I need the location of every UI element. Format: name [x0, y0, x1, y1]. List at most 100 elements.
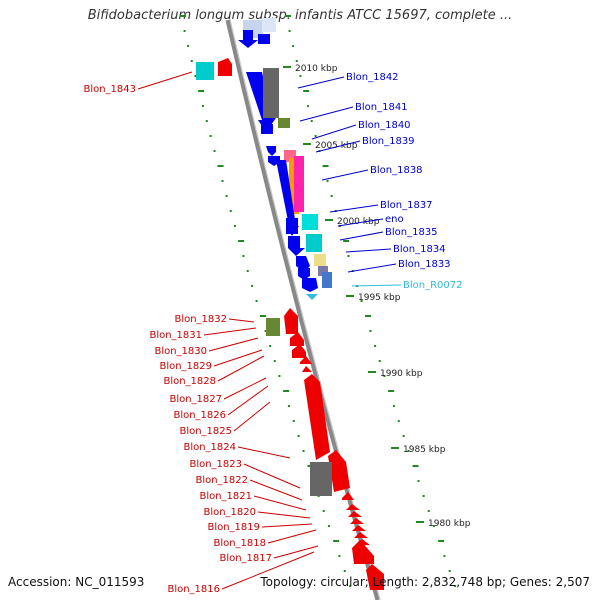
- gene-label-forward[interactable]: Blon_1841: [355, 102, 408, 113]
- tick-mark: [347, 255, 350, 257]
- feature-box[interactable]: [262, 18, 276, 32]
- reverse-gene[interactable]: [366, 564, 384, 590]
- tick-mark: [251, 285, 254, 287]
- feature-box[interactable]: [263, 68, 279, 118]
- tick-mark: [201, 105, 204, 107]
- scale-tick: [283, 66, 291, 68]
- callout-line: [221, 551, 315, 590]
- feature-box[interactable]: [294, 156, 304, 212]
- gene-label-forward[interactable]: Blon_1837: [380, 200, 433, 211]
- reverse-gene[interactable]: [304, 374, 330, 460]
- callout-line: [227, 385, 269, 416]
- gene-label-reverse[interactable]: Blon_1830: [154, 346, 207, 357]
- reverse-gene[interactable]: [284, 308, 298, 334]
- gene-label-reverse[interactable]: Blon_1819: [207, 522, 260, 533]
- tick-mark: [397, 420, 400, 422]
- feature-box[interactable]: [314, 254, 326, 266]
- reverse-gene[interactable]: [346, 504, 360, 510]
- rna-gene[interactable]: [306, 294, 318, 300]
- forward-gene[interactable]: [238, 30, 258, 48]
- reverse-gene[interactable]: [328, 450, 350, 492]
- forward-gene[interactable]: [288, 236, 305, 256]
- feature-box[interactable]: [322, 272, 332, 288]
- tick-mark: [443, 555, 446, 557]
- forward-gene[interactable]: [261, 124, 273, 134]
- gene-label-forward[interactable]: eno: [385, 214, 404, 225]
- callout-line: [337, 218, 384, 227]
- gene-label-reverse[interactable]: Blon_1843: [83, 84, 136, 95]
- tick-mark: [326, 180, 329, 182]
- reverse-gene[interactable]: [342, 492, 354, 500]
- tick-mark: [407, 450, 410, 452]
- tick-mark: [432, 525, 435, 527]
- reverse-gene[interactable]: [350, 518, 364, 524]
- callout-line: [297, 76, 345, 89]
- reverse-gene[interactable]: [292, 344, 306, 358]
- tick-mark: [388, 390, 395, 392]
- reverse-gene[interactable]: [354, 532, 368, 538]
- feature-box[interactable]: [318, 266, 328, 276]
- feature-box[interactable]: [302, 214, 318, 230]
- gene-label-reverse[interactable]: Blon_1825: [179, 426, 232, 437]
- scale-labels: 2010 kbp 2005 kbp 2000 kbp 1995 kbp 1990 kbp…: [283, 64, 471, 529]
- tick-mark: [374, 345, 377, 347]
- forward-gene[interactable]: [276, 160, 299, 236]
- gene-label-reverse[interactable]: Blon_1823: [189, 459, 242, 470]
- gene-label-forward[interactable]: Blon_1834: [393, 244, 446, 255]
- gene-label-reverse[interactable]: Blon_1816: [167, 584, 220, 595]
- tick-mark: [338, 555, 341, 557]
- gene-label-forward[interactable]: Blon_1842: [346, 72, 399, 83]
- gene-label-reverse[interactable]: Blon_1827: [169, 394, 222, 405]
- gene-label-reverse[interactable]: Blon_1817: [219, 553, 272, 564]
- reverse-gene[interactable]: [302, 366, 312, 372]
- forward-gene[interactable]: [298, 268, 310, 280]
- gene-label-forward[interactable]: Blon_1835: [385, 227, 438, 238]
- tick-mark: [225, 195, 228, 197]
- feature-box[interactable]: [278, 118, 290, 128]
- gene-label-forward[interactable]: Blon_1840: [358, 120, 411, 131]
- accession-text: Accession: NC_011593: [8, 575, 145, 589]
- gene-label-reverse[interactable]: Blon_1832: [174, 314, 227, 325]
- gene-label-forward[interactable]: Blon_1838: [370, 165, 423, 176]
- tick-mark: [238, 240, 245, 242]
- gene-label-forward[interactable]: Blon_1833: [398, 259, 451, 270]
- forward-gene[interactable]: [302, 278, 318, 292]
- reverse-gene[interactable]: [352, 540, 374, 564]
- gene-label-reverse[interactable]: Blon_1818: [213, 538, 266, 549]
- tick-mark: [438, 540, 445, 542]
- genome-backbone: [225, 19, 381, 600]
- gene-label-reverse[interactable]: Blon_1821: [199, 491, 252, 502]
- callout-line: [249, 479, 303, 501]
- tick-mark: [295, 60, 298, 62]
- feature-box[interactable]: [318, 462, 332, 496]
- gene-label-reverse[interactable]: Blon_1824: [183, 442, 236, 453]
- reverse-gene[interactable]: [300, 356, 312, 364]
- callout-line: [315, 140, 361, 153]
- scale-label: 2000 kbp: [337, 217, 380, 227]
- gene-label-reverse[interactable]: Blon_1822: [195, 475, 248, 486]
- tick-mark: [314, 135, 317, 137]
- tick-mark: [349, 585, 352, 587]
- reverse-gene[interactable]: [352, 525, 366, 531]
- scale-tick: [391, 447, 399, 449]
- gene-label-reverse[interactable]: Blon_1820: [203, 507, 256, 518]
- gene-label-reverse[interactable]: Blon_1829: [159, 361, 212, 372]
- gene-features[interactable]: [196, 30, 384, 590]
- feature-box[interactable]: [306, 234, 322, 252]
- gene-label-reverse[interactable]: Blon_1826: [173, 410, 226, 421]
- reverse-gene[interactable]: [290, 332, 304, 346]
- forward-gene[interactable]: [266, 146, 276, 156]
- reverse-gene[interactable]: [348, 511, 362, 517]
- tick-mark: [180, 15, 187, 17]
- gene-label-reverse[interactable]: Blon_1828: [163, 376, 216, 387]
- feature-box[interactable]: [196, 62, 214, 80]
- reverse-gene[interactable]: [218, 58, 232, 76]
- forward-gene[interactable]: [286, 218, 298, 234]
- forward-gene[interactable]: [258, 34, 270, 44]
- tick-mark: [310, 120, 313, 122]
- gene-label-forward[interactable]: Blon_R0072: [403, 280, 463, 291]
- gene-label-reverse[interactable]: Blon_1831: [149, 330, 202, 341]
- gene-label-forward[interactable]: Blon_1839: [362, 136, 415, 147]
- feature-box[interactable]: [266, 318, 280, 336]
